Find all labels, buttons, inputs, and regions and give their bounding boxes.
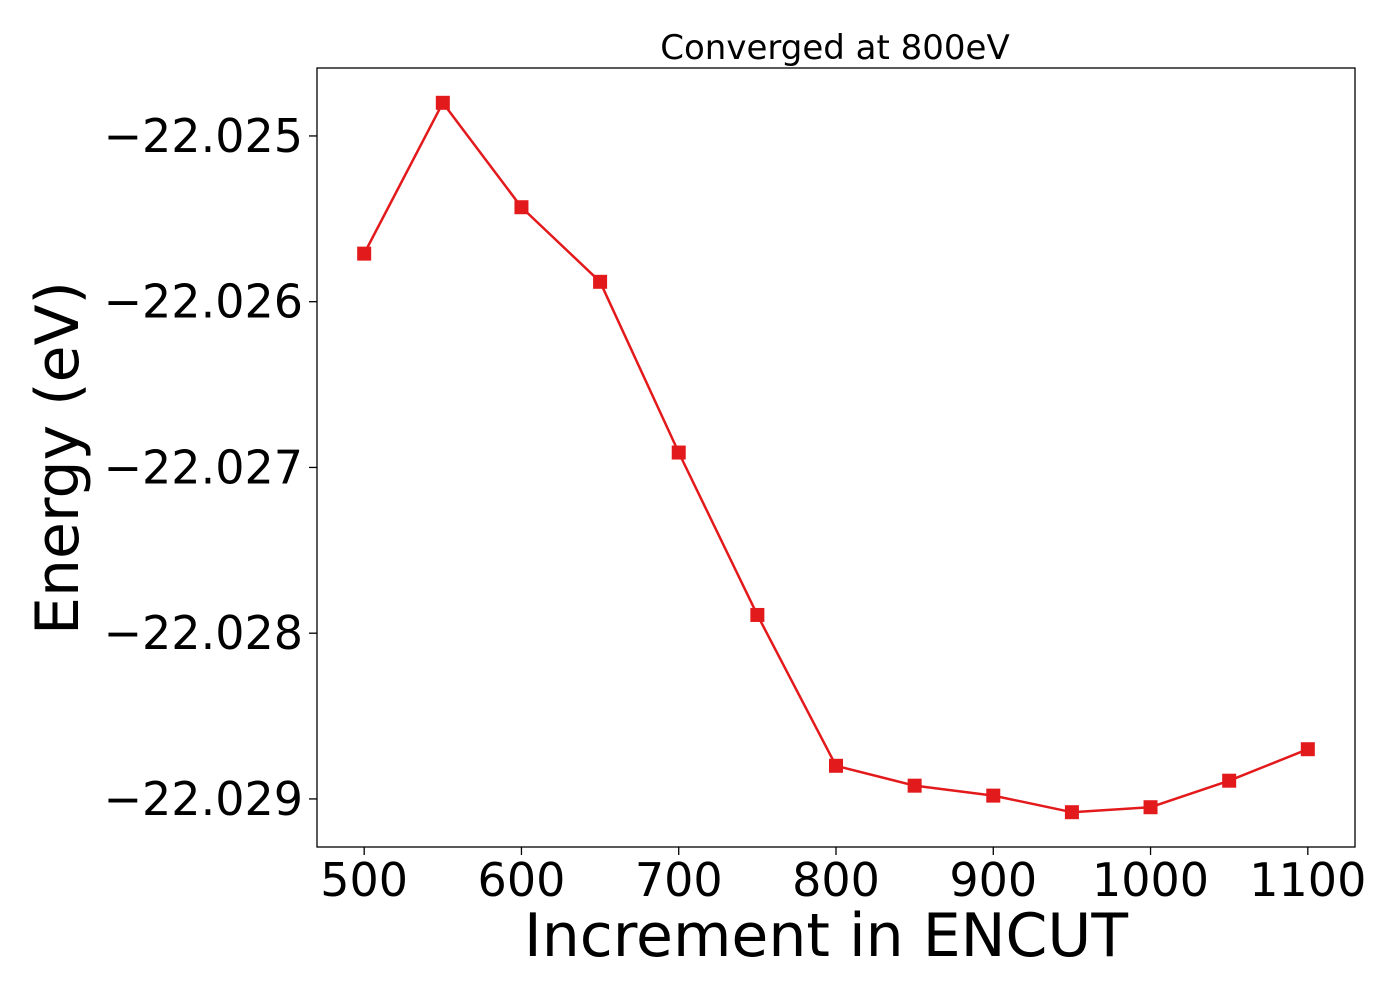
x-tick-label: 900: [949, 853, 1037, 907]
data-point-marker: [357, 246, 372, 261]
data-point-marker: [750, 607, 765, 622]
x-tick-label: 600: [478, 853, 566, 907]
data-point-marker: [671, 445, 686, 460]
data-point-marker: [1064, 805, 1079, 820]
ticks-layer: 500 600 700 800 900 1000 1100 −22.025 −22.026 −22…: [104, 109, 1367, 907]
y-tick-label: −22.025: [104, 109, 304, 163]
data-point-marker: [435, 95, 450, 110]
x-axis-label: Increment in ENCUT: [524, 901, 1128, 971]
data-point-marker: [1300, 742, 1315, 757]
data-point-marker: [593, 274, 608, 289]
data-point-marker: [1222, 773, 1237, 788]
x-tick-label: 1100: [1249, 853, 1366, 907]
plot-area-frame: [316, 67, 1356, 848]
y-tick-label: −22.027: [104, 440, 304, 494]
y-tick-label: −22.028: [104, 606, 304, 660]
x-tick-label: 700: [635, 853, 723, 907]
y-tick-label: −22.029: [104, 772, 304, 826]
y-axis-label: Energy (eV): [23, 281, 93, 635]
data-point-marker: [986, 788, 1001, 803]
x-tick-label: 800: [792, 853, 880, 907]
y-tick-label: −22.026: [104, 275, 304, 329]
x-tick-label: 1000: [1092, 853, 1209, 907]
series-layer: [357, 95, 1315, 820]
chart-title: Converged at 800eV: [660, 28, 1009, 68]
data-point-marker: [829, 758, 843, 773]
data-point-marker: [514, 200, 529, 215]
x-tick-label: 500: [320, 853, 408, 907]
data-point-marker: [1143, 800, 1158, 815]
data-point-marker: [907, 778, 922, 793]
